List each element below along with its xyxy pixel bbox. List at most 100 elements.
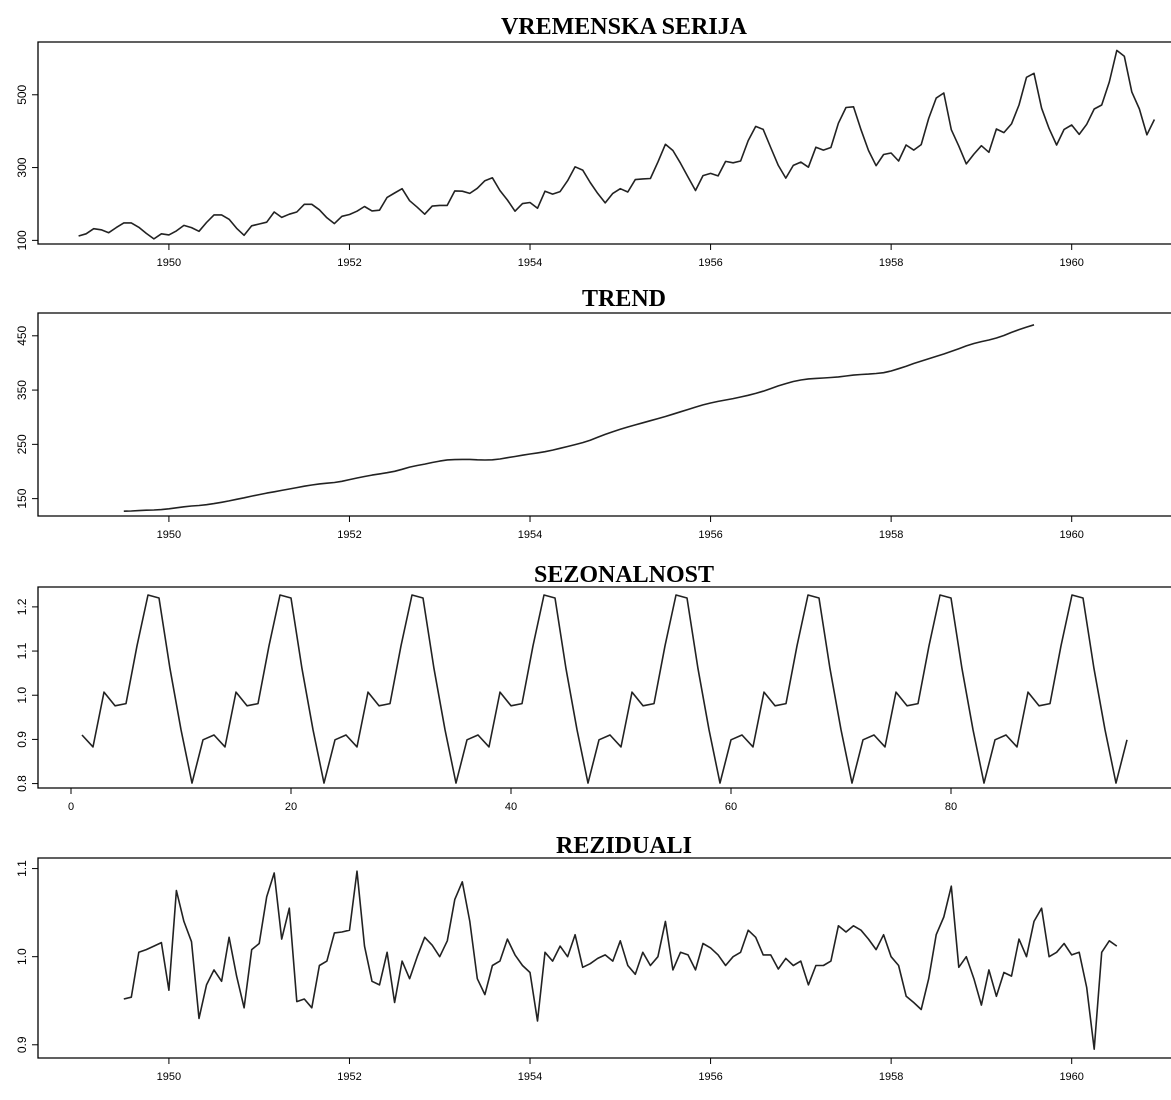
- sezonalnost-point-89: [1060, 645, 1062, 647]
- trend-point-0: [123, 510, 125, 512]
- sezonalnost-point-11: [202, 739, 204, 741]
- vremenska-serija-point-10: [153, 238, 155, 240]
- reziduali-point-118: [1010, 975, 1012, 977]
- trend-point-67: [627, 426, 629, 428]
- reziduali-point-0: [123, 998, 125, 1000]
- vremenska-serija-point-33: [326, 217, 328, 219]
- y-tick-label-1.1: 1.1: [15, 642, 29, 659]
- vremenska-serija-point-62: [544, 190, 546, 192]
- trend-point-88: [785, 382, 787, 384]
- reziduali-point-73: [672, 969, 674, 971]
- reziduali-point-68: [634, 973, 636, 975]
- vremenska-serija-point-48: [439, 204, 441, 206]
- reziduali-point-49: [491, 964, 493, 966]
- sezonalnost-point-90: [1071, 594, 1073, 596]
- vremenska-serija-point-88: [739, 160, 741, 162]
- vremenska-serija-point-96: [800, 161, 802, 163]
- vremenska-serija-point-36: [348, 213, 350, 215]
- sezonalnost-point-42: [543, 594, 545, 596]
- x-tick-label-1952: 1952: [337, 257, 361, 269]
- sezonalnost-point-12: [213, 734, 215, 736]
- reziduali-point-84: [755, 936, 757, 938]
- sezonalnost-point-61: [752, 746, 754, 748]
- x-tick-label-1960: 1960: [1059, 1071, 1083, 1083]
- sezonalnost-point-14: [235, 691, 237, 693]
- vremenska-serija-point-38: [363, 205, 365, 207]
- trend-point-8: [183, 506, 185, 508]
- reziduali-point-34: [378, 984, 380, 986]
- trend-point-37: [401, 468, 403, 470]
- sezonalnost-point-63: [774, 705, 776, 707]
- trend-point-9: [190, 505, 192, 507]
- trend-point-117: [1003, 334, 1005, 336]
- trend-point-11: [205, 504, 207, 506]
- sezonalnost-point-8: [169, 668, 171, 670]
- trend-point-47: [476, 459, 478, 461]
- sezonalnost-point-26: [367, 691, 369, 693]
- reziduali-point-43: [446, 940, 448, 942]
- sezonalnost-point-79: [950, 597, 952, 599]
- reziduali-point-103: [897, 964, 899, 966]
- vremenska-serija-point-11: [160, 233, 162, 235]
- trend-point-62: [589, 439, 591, 441]
- trend-point-111: [958, 348, 960, 350]
- reziduali-point-18: [258, 942, 260, 944]
- reziduali-point-2: [138, 951, 140, 953]
- reziduali-point-114: [980, 1004, 982, 1006]
- reziduali-point-71: [657, 956, 659, 958]
- vremenska-serija-point-110: [905, 144, 907, 146]
- vremenska-serija-point-6: [123, 222, 125, 224]
- vremenska-serija-point-21: [235, 227, 237, 229]
- vremenska-serija-point-18: [213, 214, 215, 216]
- sezonalnost-point-91: [1082, 597, 1084, 599]
- trend-point-69: [642, 422, 644, 424]
- trend-point-50: [499, 458, 501, 460]
- sezonalnost-point-76: [917, 702, 919, 704]
- sezonalnost-point-18: [279, 594, 281, 596]
- trend-point-101: [882, 372, 884, 374]
- sezonalnost-point-39: [510, 705, 512, 707]
- sezonalnost-point-24: [345, 734, 347, 736]
- trend-point-22: [288, 488, 290, 490]
- trend-point-77: [702, 404, 704, 406]
- vremenska-serija-point-81: [687, 176, 689, 178]
- vremenska-serija-point-29: [296, 211, 298, 213]
- vremenska-serija-point-64: [559, 190, 561, 192]
- reziduali-point-28: [333, 932, 335, 934]
- vremenska-serija-point-127: [1033, 72, 1035, 74]
- vremenska-serija-point-114: [935, 97, 937, 99]
- vremenska-serija-point-120: [980, 145, 982, 147]
- sezonalnost-point-93: [1104, 729, 1106, 731]
- trend-point-27: [326, 482, 328, 484]
- reziduali-point-94: [830, 960, 832, 962]
- reziduali-point-127: [1078, 951, 1080, 953]
- trend-point-90: [800, 379, 802, 381]
- vremenska-serija-point-98: [815, 146, 817, 148]
- trend-point-91: [807, 378, 809, 380]
- vremenska-serija-point-12: [168, 234, 170, 236]
- vremenska-serija-point-19: [220, 214, 222, 216]
- reziduali-point-42: [439, 956, 441, 958]
- trend-point-55: [536, 452, 538, 454]
- vremenska-serija-point-126: [1025, 76, 1027, 78]
- sezonalnost-point-9: [180, 729, 182, 731]
- x-tick-label-1950: 1950: [157, 1071, 181, 1083]
- sezonalnost-point-48: [609, 734, 611, 736]
- sezonalnost-point-31: [422, 597, 424, 599]
- vremenska-serija-point-34: [333, 222, 335, 224]
- trend-point-78: [709, 402, 711, 404]
- y-tick-label-100: 100: [15, 230, 29, 250]
- trend-point-102: [890, 370, 892, 372]
- vremenska-serija-point-86: [724, 160, 726, 162]
- x-tick-label-1952: 1952: [337, 529, 361, 541]
- reziduali-point-80: [724, 964, 726, 966]
- reziduali-point-38: [408, 978, 410, 980]
- trend-point-41: [431, 461, 433, 463]
- reziduali-point-4: [153, 945, 155, 947]
- vremenska-serija-point-69: [597, 192, 599, 194]
- vremenska-serija-point-97: [807, 166, 809, 168]
- sezonalnost-point-53: [664, 645, 666, 647]
- vremenska-serija-point-55: [491, 177, 493, 179]
- sezonalnost-point-44: [565, 668, 567, 670]
- trend-point-30: [348, 478, 350, 480]
